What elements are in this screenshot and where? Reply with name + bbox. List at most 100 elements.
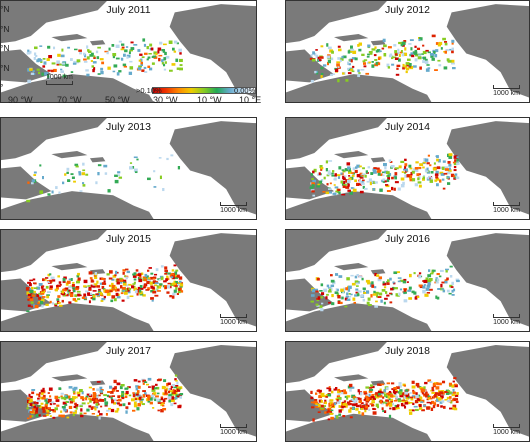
sargassum-cell [97,410,100,413]
sargassum-cell [135,387,139,391]
sargassum-cell [403,278,407,281]
sargassum-cell [138,291,143,295]
sargassum-cell [375,392,379,395]
sargassum-cell [371,396,375,399]
sargassum-cell [108,47,111,51]
sargassum-cell [310,390,313,395]
sargassum-cell [368,386,373,389]
sargassum-cell [382,396,385,399]
sargassum-cell [81,391,84,395]
sargassum-cell [410,47,413,51]
sargassum-cell [435,279,438,282]
sargassum-cell [369,403,373,405]
sargassum-cell [346,292,349,296]
sargassum-cell [149,43,153,47]
sargassum-cell [451,42,454,45]
sargassum-cell [444,42,448,46]
sargassum-cell [323,176,326,180]
sargassum-cell [56,62,60,66]
sargassum-cell [431,34,436,38]
panel-title: July 2012 [385,4,430,16]
sargassum-cell [92,290,97,292]
sargassum-cell [170,403,174,407]
sargassum-cell [79,412,83,415]
sargassum-cell [384,410,387,414]
cuba-island [51,33,88,42]
sargassum-cell [117,402,120,405]
sargassum-cell [144,52,148,55]
sargassum-cell [44,404,48,408]
sargassum-cell [159,175,162,180]
sargassum-cell [348,409,352,413]
sargassum-cell [152,290,157,294]
sargassum-cell [341,296,344,300]
sargassum-cell [147,56,151,59]
sargassum-cell [139,285,143,288]
sargassum-cell [407,58,411,61]
sargassum-cell [444,279,448,281]
cuba-island [334,262,369,271]
sargassum-cell [116,390,119,392]
sargassum-cell [409,175,413,179]
sargassum-cell [90,284,93,288]
sargassum-cell [434,69,438,72]
sargassum-cell [138,65,142,68]
sargassum-cell [413,272,416,275]
south-america-landmass [0,413,155,442]
sargassum-cell [66,293,69,297]
sargassum-cell [123,53,126,57]
sargassum-cell [414,167,419,170]
sargassum-cell [345,79,349,82]
sargassum-cell [428,397,433,400]
sargassum-cell [124,395,128,399]
sargassum-cell [330,416,334,420]
sargassum-cell [129,295,134,298]
sargassum-cell [388,159,392,163]
sargassum-cell [319,165,323,169]
sargassum-cell [140,61,144,65]
sargassum-cell [449,265,453,268]
sargassum-cell [377,383,381,386]
sargassum-cell [441,400,445,403]
sargassum-cell [86,393,91,396]
sargassum-cell [331,302,335,306]
sargassum-cell [374,286,377,289]
sargassum-cell [320,66,324,70]
sargassum-cell [409,66,414,70]
sargassum-cell [176,386,179,390]
sargassum-cell [73,386,78,390]
sargassum-cell [31,182,34,185]
sargassum-cell [82,162,85,166]
sargassum-cell [442,380,446,384]
sargassum-cell [359,190,364,194]
sargassum-cell [435,386,440,390]
sargassum-cell [179,283,184,287]
sargassum-cell [374,181,378,184]
sargassum-cell [317,411,321,413]
sargassum-cell [441,178,445,181]
sargassum-cell [328,301,331,304]
sargassum-cell [74,288,79,291]
sargassum-cell [402,280,407,284]
sargassum-cell [363,287,366,291]
sargassum-cell [41,406,45,410]
sargassum-cell [175,380,178,382]
sargassum-cell [427,395,430,398]
sargassum-cell [319,180,323,184]
sargassum-cell [409,273,412,278]
sargassum-cell [49,285,53,289]
sargassum-cell [133,287,138,291]
lat-label: °N [0,43,10,53]
sargassum-cell [394,392,397,395]
sargassum-cell [57,53,61,57]
sargassum-cell [136,391,139,396]
sargassum-cell [351,70,355,73]
sargassum-cell [357,44,360,47]
sargassum-cell [414,399,418,404]
sargassum-cell [71,287,76,289]
sargassum-cell [320,404,324,408]
scale-line [493,202,520,206]
sargassum-cell [80,408,83,412]
sargassum-cell [405,67,410,71]
sargassum-cell [95,399,98,403]
